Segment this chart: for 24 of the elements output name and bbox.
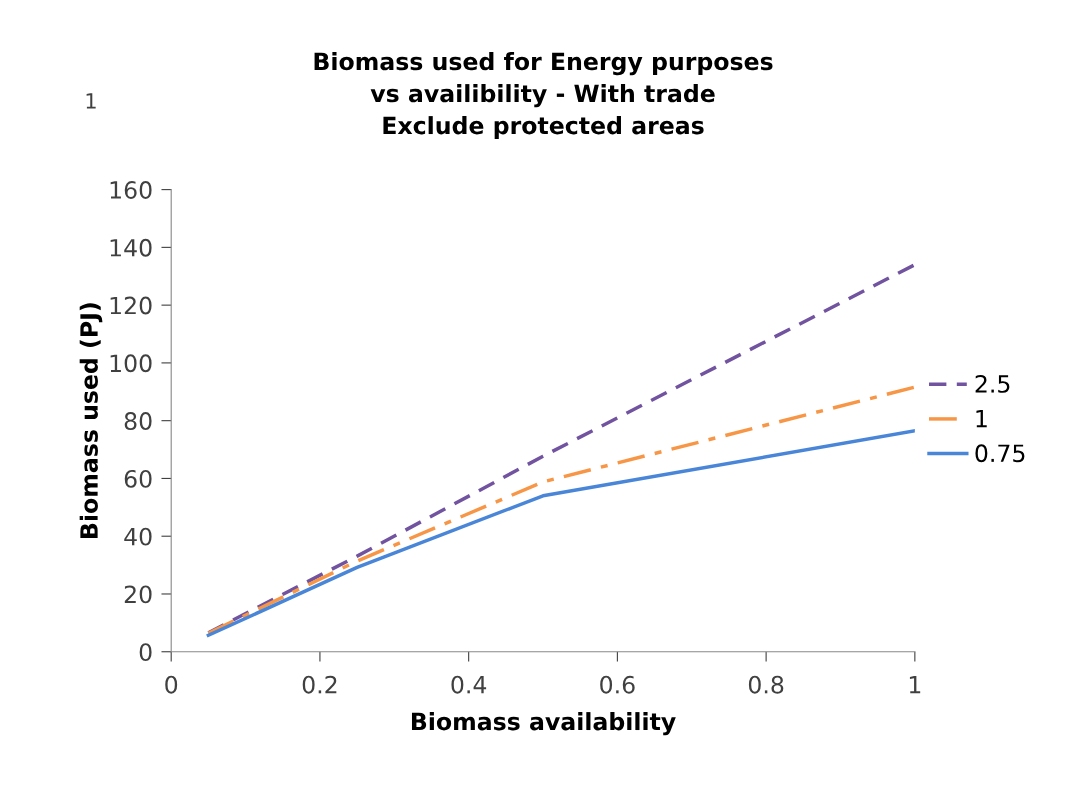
legend-label: 2.5 [975, 375, 1010, 393]
y-tick-label: 20 [124, 585, 152, 604]
y-tick-label: 40 [124, 527, 152, 546]
chart-title: Biomass used for Energy purposes vs availibility - With trade Exclude protected areas [314, 52, 773, 139]
y-axis-title: Biomass used (PJ) [79, 303, 103, 538]
legend-label: 0.75 [975, 444, 1025, 463]
y-tick-label: 120 [110, 296, 152, 315]
x-tick-label: 0.2 [302, 675, 337, 694]
x-axis-title: Biomass availability [411, 712, 676, 736]
line-series [206, 429, 915, 638]
legend-label: 1 [976, 409, 987, 428]
text: 1 [86, 93, 96, 109]
x-tick-label: 0.4 [451, 675, 487, 694]
x-tick-label: 0 [165, 675, 178, 694]
line-series [206, 385, 915, 635]
y-tick-label: 0 [139, 643, 152, 662]
y-tick-label: 100 [110, 354, 152, 373]
y-tick-label: 140 [110, 238, 152, 257]
x-tick-label: 0.8 [748, 675, 784, 694]
y-tick-label: 60 [124, 469, 152, 488]
y-tick-label: 80 [124, 412, 152, 430]
x-tick-label: 0.6 [600, 675, 635, 694]
y-tick-label: 160 [110, 181, 152, 199]
x-tick-label: 1 [909, 676, 921, 694]
